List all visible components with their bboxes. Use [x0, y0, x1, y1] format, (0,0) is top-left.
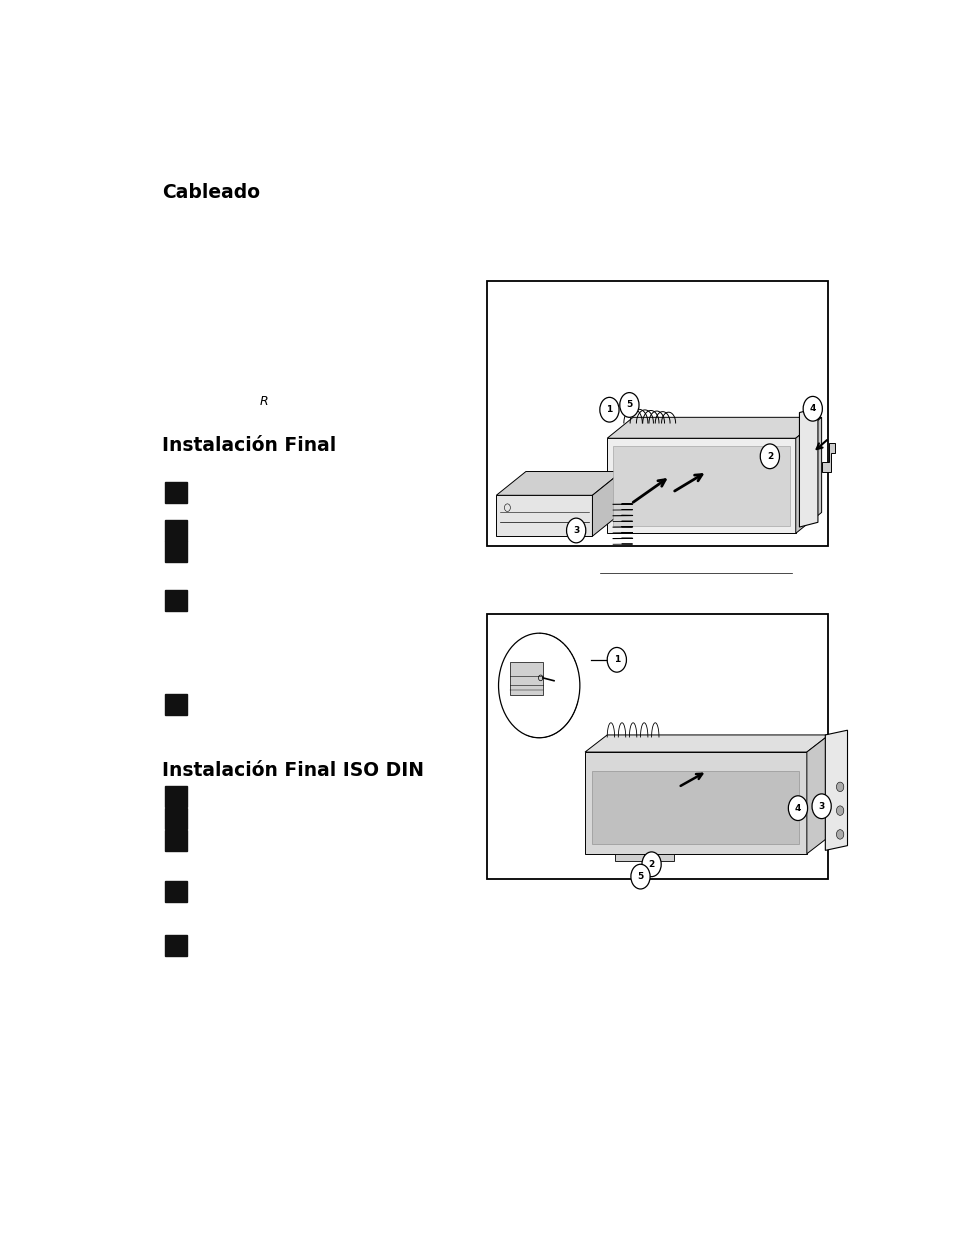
Text: 2: 2	[766, 452, 772, 461]
Bar	[165, 694, 187, 715]
Text: 1: 1	[606, 405, 612, 414]
Polygon shape	[584, 735, 828, 752]
Circle shape	[566, 519, 585, 543]
Circle shape	[811, 794, 830, 819]
Polygon shape	[606, 417, 821, 438]
Circle shape	[836, 806, 842, 815]
Polygon shape	[614, 853, 673, 862]
Text: 5: 5	[625, 400, 632, 410]
Bar	[165, 482, 187, 503]
Text: R: R	[259, 395, 268, 409]
Polygon shape	[509, 662, 542, 695]
Bar	[165, 520, 187, 541]
Polygon shape	[824, 730, 846, 851]
Text: 1: 1	[613, 656, 619, 664]
Bar	[165, 787, 187, 808]
Bar	[165, 590, 187, 611]
Text: 5: 5	[637, 872, 643, 881]
Text: 2: 2	[648, 860, 654, 868]
Circle shape	[836, 782, 842, 792]
Polygon shape	[592, 771, 799, 845]
Text: Cableado: Cableado	[162, 183, 260, 203]
Bar	[165, 882, 187, 903]
Text: 4: 4	[794, 804, 801, 813]
Text: Instalación Final ISO DIN: Instalación Final ISO DIN	[162, 761, 424, 779]
Text: 3: 3	[573, 526, 578, 535]
Polygon shape	[496, 495, 592, 536]
Circle shape	[498, 634, 579, 737]
Bar	[165, 935, 187, 956]
Bar	[165, 830, 187, 851]
Polygon shape	[592, 472, 621, 536]
Circle shape	[599, 398, 618, 422]
Text: 4: 4	[809, 404, 815, 414]
Polygon shape	[799, 408, 817, 527]
Polygon shape	[795, 417, 821, 534]
Bar	[486, 282, 827, 546]
Polygon shape	[606, 438, 795, 534]
Circle shape	[607, 647, 626, 672]
Polygon shape	[496, 472, 621, 495]
Circle shape	[787, 795, 807, 820]
Circle shape	[641, 852, 660, 877]
Circle shape	[836, 830, 842, 839]
Circle shape	[630, 864, 649, 889]
Polygon shape	[613, 446, 789, 526]
Bar	[165, 808, 187, 829]
Polygon shape	[806, 735, 828, 853]
Text: 3: 3	[818, 802, 824, 810]
Circle shape	[802, 396, 821, 421]
Polygon shape	[584, 752, 806, 853]
Bar	[486, 614, 827, 878]
Text: Instalación Final: Instalación Final	[162, 436, 336, 456]
Polygon shape	[821, 443, 834, 472]
Circle shape	[760, 443, 779, 468]
Circle shape	[619, 393, 639, 417]
Bar	[165, 541, 187, 562]
